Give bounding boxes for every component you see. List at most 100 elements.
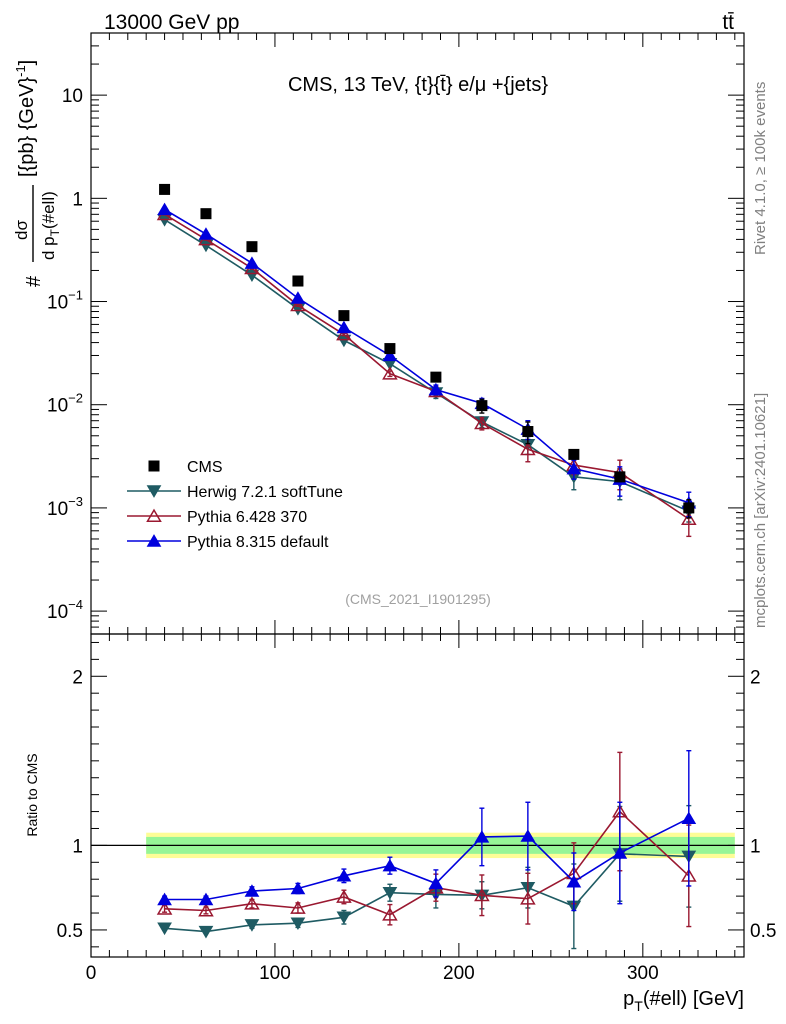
ratio-series-2-point xyxy=(198,892,214,906)
main-series-2-point xyxy=(336,320,352,334)
main-series-2-line xyxy=(164,208,690,504)
ratio-series-0-point xyxy=(382,887,398,900)
main-series-2-point xyxy=(244,256,260,269)
main-data-point xyxy=(430,371,442,383)
ylabel-numerator: # xyxy=(23,275,45,287)
ratio-y-tick-label-right: 0.5 xyxy=(750,921,776,942)
ratio-series-1-point xyxy=(290,900,306,914)
ylabel-units: [{pb} {GeV}-1] xyxy=(13,60,38,177)
legend-marker xyxy=(146,508,162,522)
legend-marker xyxy=(148,460,160,472)
y-tick-label: 10−3 xyxy=(47,494,83,520)
ratio-series-2-point xyxy=(244,884,260,897)
legend-marker xyxy=(146,534,162,547)
ratio-panel-frame xyxy=(90,633,745,958)
chart-title: CMS, 13 TeV, {t}{t̄} e/μ +{jets} xyxy=(288,74,548,96)
y-tick-label: 1 xyxy=(72,189,83,210)
mcplots-reference-label: mcplots.cern.ch [arXiv:2401.10621] xyxy=(752,393,769,628)
ylabel-denominator: d pT(#ell) xyxy=(39,191,62,260)
main-data-point xyxy=(476,400,488,412)
x-tick-label: 0 xyxy=(86,963,97,984)
main-data-point xyxy=(522,426,534,438)
ratio-series-2-point xyxy=(382,858,398,872)
ratio-y-axis-label: Ratio to CMS xyxy=(24,753,40,836)
ratio-series-2-point xyxy=(681,811,697,825)
legend-label: Pythia 6.428 370 xyxy=(187,509,307,526)
ratio-series-1-point xyxy=(474,887,490,902)
main-panel-series xyxy=(156,183,697,538)
main-series-1-point xyxy=(681,511,697,525)
ratio-series-2-point xyxy=(474,830,490,843)
ratio-series-1-point xyxy=(520,891,536,905)
x-tick-label: 100 xyxy=(259,963,291,984)
main-data-point xyxy=(246,241,258,253)
main-series-2-point xyxy=(157,202,172,216)
main-series-2-point xyxy=(566,461,582,475)
ratio-panel-axes: 0 100 200 300 0.5 0.5 1 1 2 2 xyxy=(57,633,776,984)
ratio-y-tick-label-left: 2 xyxy=(72,667,83,688)
y-tick-label: 10 xyxy=(62,86,83,107)
legend-marker xyxy=(146,485,162,498)
main-data-point xyxy=(384,343,396,355)
ratio-series-1-line xyxy=(164,810,690,916)
rivet-version-label: Rivet 4.1.0, ≥ 100k events xyxy=(752,82,769,255)
ratio-series-1-point xyxy=(198,903,214,917)
main-series-1-point xyxy=(290,297,306,312)
main-series-2-point xyxy=(382,348,398,362)
main-series-1-point xyxy=(382,366,398,380)
main-series-1-point xyxy=(520,441,536,456)
main-data-point xyxy=(683,502,695,514)
ratio-series-2-point xyxy=(290,881,306,895)
ratio-series-2-point xyxy=(428,876,444,890)
ratio-series-2-point xyxy=(520,829,536,842)
ratio-series-2-point xyxy=(612,846,628,859)
main-series-2-point xyxy=(428,382,444,396)
x-tick-label: 200 xyxy=(443,963,475,984)
main-y-axis-label: # dσ d pT(#ell) [{pb} {GeV}-1] xyxy=(12,60,62,287)
ratio-y-tick-label-right: 1 xyxy=(750,836,761,857)
x-tick-label: 300 xyxy=(627,963,659,984)
legend-label: Pythia 8.315 default xyxy=(187,534,329,551)
main-data-point xyxy=(292,275,304,287)
main-series-1-line xyxy=(164,213,690,520)
main-series-1-point xyxy=(336,327,352,341)
legend-label: Herwig 7.2.1 softTune xyxy=(187,484,343,501)
ratio-series-0-point xyxy=(157,922,172,936)
ratio-panel-series xyxy=(156,749,697,950)
header-final-state: tt̄ xyxy=(722,11,734,34)
ratio-series-1-point xyxy=(382,907,398,921)
ratio-y-tick-label-left: 0.5 xyxy=(57,921,83,942)
ratio-series-1-point xyxy=(336,889,352,903)
ratio-series-1-point xyxy=(244,896,260,910)
y-tick-label: 10−2 xyxy=(47,391,83,417)
ratio-series-2-point xyxy=(566,874,582,888)
main-series-2-point xyxy=(198,227,214,240)
header-process: 13000 GeV pp xyxy=(104,11,239,34)
x-axis-label: pT(#ell) [GeV] xyxy=(623,988,744,1014)
ratio-series-2-point xyxy=(157,892,172,906)
ratio-series-0-point xyxy=(290,917,306,931)
main-data-point xyxy=(159,183,171,195)
main-series-1-point xyxy=(474,416,490,430)
main-series-2-point xyxy=(290,291,306,304)
ylabel-sigma: dσ xyxy=(12,220,31,240)
y-tick-label: 10−4 xyxy=(47,597,83,623)
analysis-watermark: (CMS_2021_I1901295) xyxy=(345,591,491,607)
legend: CMS Herwig 7.2.1 softTune Pythia 6.428 370… xyxy=(127,459,343,551)
main-series-0-line xyxy=(164,219,690,512)
main-data-point xyxy=(338,310,350,322)
ratio-series-0-line xyxy=(164,852,689,933)
ratio-series-2-point xyxy=(336,868,352,882)
legend-label: CMS xyxy=(187,459,223,476)
main-data-point xyxy=(568,448,580,460)
main-data-point xyxy=(200,208,212,220)
ratio-series-0-point xyxy=(198,925,214,939)
main-data-point xyxy=(614,471,626,483)
ratio-y-tick-label-left: 1 xyxy=(72,836,83,857)
ratio-series-2-line xyxy=(164,817,690,901)
ratio-series-0-point xyxy=(336,911,352,925)
ratio-y-tick-label-right: 2 xyxy=(750,667,761,688)
ratio-series-1-point xyxy=(156,901,173,915)
y-tick-label: 10−1 xyxy=(47,288,83,314)
